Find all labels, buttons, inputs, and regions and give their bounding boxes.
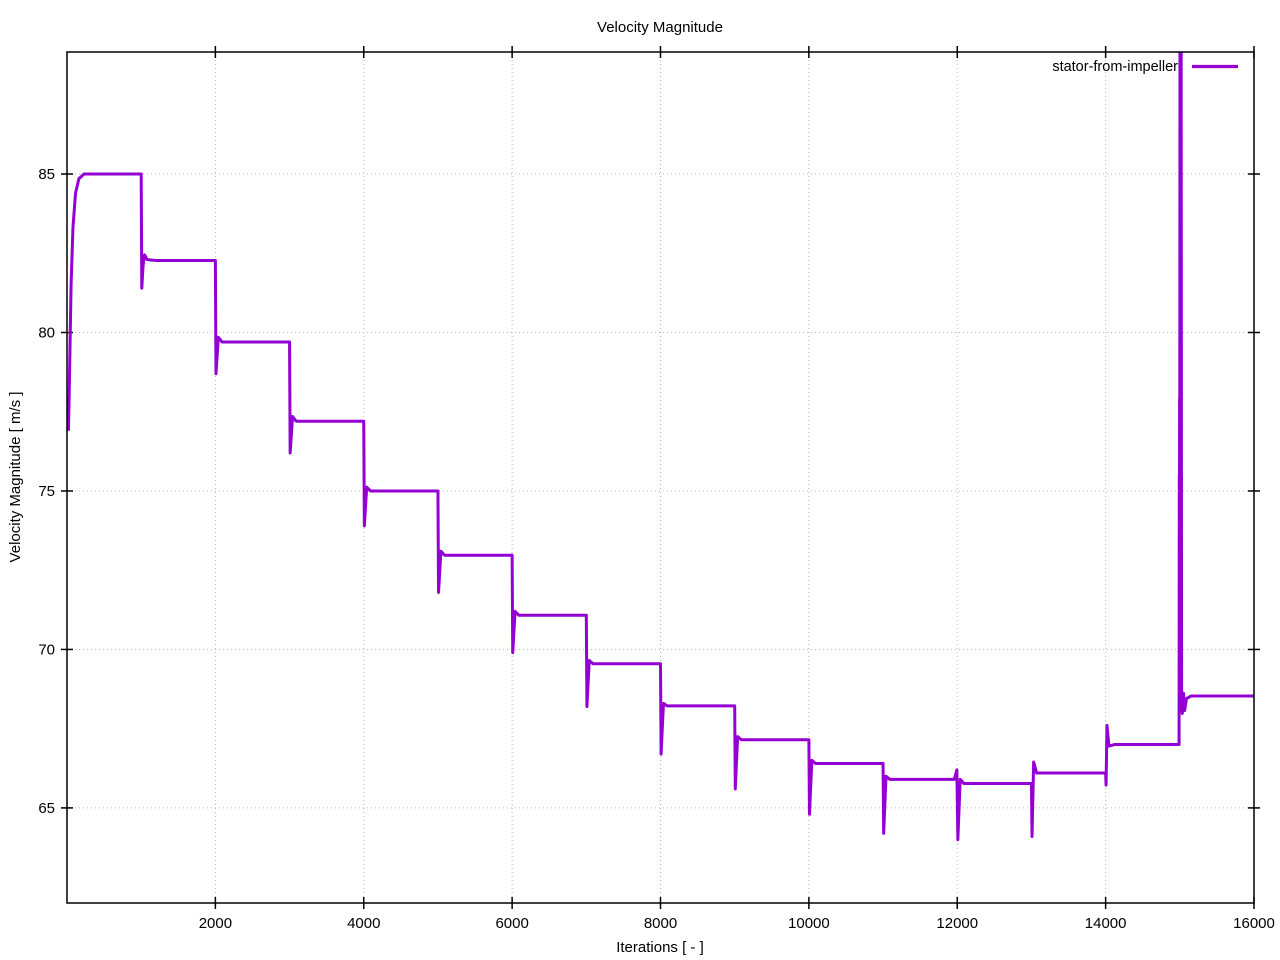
x-tick-label: 2000 (199, 915, 232, 932)
x-tick-label: 4000 (347, 915, 380, 932)
legend-label: stator-from-impeller (1052, 59, 1178, 75)
x-tick-label: 8000 (644, 915, 677, 932)
x-tick-labels: 2000 4000 6000 8000 10000 12000 14000 16000 (199, 915, 1275, 932)
y-tick-labels: 65 70 75 80 85 (38, 166, 55, 817)
y-tick-label: 80 (38, 324, 55, 341)
y-axis-label: Velocity Magnitude [ m/s ] (7, 392, 24, 563)
plot-border (66, 51, 1255, 904)
legend: stator-from-impeller (1052, 59, 1238, 75)
y-tick-label: 70 (38, 641, 55, 658)
chart-title: Velocity Magnitude (597, 19, 723, 36)
x-axis-label: Iterations [ - ] (616, 939, 704, 956)
axis-ticks (61, 46, 1260, 909)
x-tick-label: 10000 (788, 915, 830, 932)
y-tick-label: 75 (38, 483, 55, 500)
x-tick-label: 6000 (495, 915, 528, 932)
y-tick-label: 65 (38, 800, 55, 817)
x-tick-label: 16000 (1233, 915, 1275, 932)
x-tick-label: 12000 (936, 915, 978, 932)
x-tick-label: 14000 (1085, 915, 1127, 932)
gridlines (67, 52, 1255, 903)
y-tick-label: 85 (38, 166, 55, 183)
series-line-stator-from-impeller (67, 52, 1254, 842)
